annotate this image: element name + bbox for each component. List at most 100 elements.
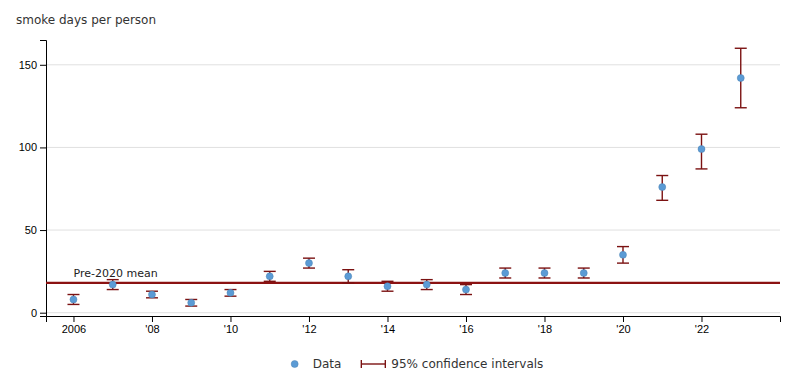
error-bar-cap [421, 289, 433, 290]
grid [46, 65, 780, 313]
legend-label: Data [313, 357, 342, 371]
error-bar [264, 271, 276, 281]
error-bar [421, 280, 433, 290]
x-tick-label: '18 [538, 323, 552, 335]
point [148, 291, 155, 298]
error-bar-cap [499, 277, 511, 278]
error-bar [224, 290, 236, 297]
y-tick-label: 0 [31, 307, 37, 319]
error-bar [695, 134, 707, 169]
error-bar [499, 268, 511, 278]
legend: Data 95% confidence intervals [291, 357, 543, 371]
point [345, 273, 352, 280]
legend-swatch [361, 363, 385, 364]
error-bar [656, 176, 668, 201]
y-tick-label: 50 [25, 224, 37, 236]
error-bar [303, 258, 315, 268]
y-tick-mark [40, 230, 46, 231]
x-tick-mark [623, 316, 624, 322]
error-bar [617, 247, 629, 264]
error-bar-cap [656, 175, 668, 176]
error-bar-cap [421, 279, 433, 280]
error-bar-cap [538, 267, 550, 268]
x-tick: 2006 [62, 316, 86, 335]
error-bar-cap [578, 267, 590, 268]
point [423, 281, 430, 288]
error-bar [735, 48, 747, 107]
error-bar [342, 270, 354, 283]
point [659, 184, 666, 191]
error-bar-cap [264, 271, 276, 272]
point [305, 260, 312, 267]
x-tick-mark [152, 316, 153, 322]
error-bar-cap [67, 304, 79, 305]
x-axis: 2006'08'10'12'14'16'18'20'22 [47, 316, 781, 335]
x-tick: '12 [302, 316, 316, 335]
legend-swatch-cap [361, 360, 362, 368]
error-bar-cap [695, 168, 707, 169]
x-tick: '10 [224, 316, 238, 335]
x-tick-label: '10 [224, 323, 238, 335]
error-bar-cap [460, 294, 472, 295]
error-bar-cap [617, 262, 629, 263]
x-tick-label: '22 [695, 323, 709, 335]
point [462, 286, 469, 293]
x-tick-mark [387, 316, 388, 322]
x-axis-line [47, 317, 781, 323]
mean-line [46, 282, 780, 284]
y-tick-label: 100 [19, 141, 37, 153]
y-tick: 150 [19, 59, 46, 71]
x-tick-mark [230, 316, 231, 322]
x-tick-label: 2006 [62, 323, 86, 335]
grid-line [46, 312, 780, 313]
error-bar-cap [264, 281, 276, 282]
error-bar-cap [303, 257, 315, 258]
x-tick: '16 [459, 316, 473, 335]
y-tick-mark [40, 313, 46, 314]
error-bar-cap [499, 267, 511, 268]
error-bar-cap [735, 48, 747, 49]
error-bar-cap [460, 284, 472, 285]
error-bar-cap [735, 107, 747, 108]
error-bar-cap [538, 277, 550, 278]
legend-item: Data [291, 357, 341, 371]
chart: 2006'08'10'12'14'16'18'20'22050100150Pre… [0, 0, 800, 382]
error-bar [538, 268, 550, 278]
error-bar-cap [617, 246, 629, 247]
legend-item: 95% confidence intervals [361, 357, 543, 371]
mean-line-label: Pre-2020 mean [73, 267, 157, 280]
error-bar-cap [303, 267, 315, 268]
point [737, 75, 744, 82]
error-bar [578, 268, 590, 278]
point [70, 296, 77, 303]
x-tick-label: '12 [302, 323, 316, 335]
x-tick-mark [309, 316, 310, 322]
x-tick-label: '14 [381, 323, 395, 335]
error-bar-cap [578, 277, 590, 278]
error-bars [67, 48, 746, 306]
plot: 2006'08'10'12'14'16'18'20'22050100150Pre… [19, 41, 781, 335]
error-bar [381, 281, 393, 291]
y-tick-mark [40, 65, 46, 66]
legend-label: 95% confidence intervals [391, 357, 543, 371]
x-tick-mark [701, 316, 702, 322]
y-axis-line [40, 41, 47, 317]
x-tick: '18 [538, 316, 552, 335]
error-bar-cap [67, 294, 79, 295]
x-tick-mark [466, 316, 467, 322]
points [70, 75, 744, 307]
error-bar-cap [695, 134, 707, 135]
error-bar-cap [342, 282, 354, 283]
y-tick-mark [40, 147, 46, 148]
y-axis: 0 50 100 150 [19, 41, 47, 319]
grid-line [46, 64, 780, 65]
x-tick: '20 [616, 316, 630, 335]
point [109, 281, 116, 288]
point [502, 270, 509, 277]
grid-line [46, 147, 780, 148]
x-tick: '22 [695, 316, 709, 335]
x-tick-label: '20 [616, 323, 630, 335]
marks [46, 48, 780, 306]
point [580, 270, 587, 277]
point [698, 146, 705, 153]
